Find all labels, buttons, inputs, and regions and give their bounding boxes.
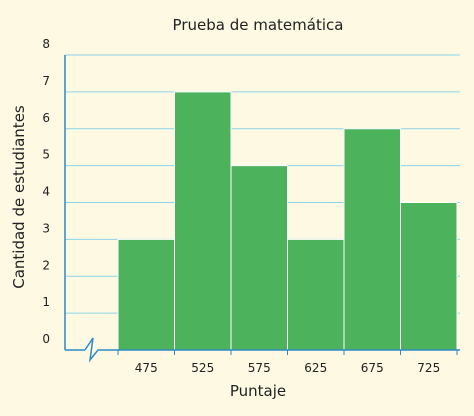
y-tick-label-1: 1 [42, 295, 50, 309]
bar-725 [400, 202, 458, 351]
bar-525 [174, 91, 232, 351]
y-tick-label-6: 6 [42, 111, 50, 125]
y-tick-label-0: 0 [42, 332, 50, 346]
y-tick-labels: 0 1 2 3 4 5 6 7 8 [42, 37, 50, 346]
y-tick-label-4: 4 [42, 185, 50, 199]
bars [117, 91, 458, 351]
chart-title: Prueba de matemática [173, 16, 344, 34]
y-tick-label-8: 8 [42, 37, 50, 51]
axis-break-symbol [84, 337, 99, 363]
y-tick-label-2: 2 [42, 258, 50, 272]
bar-575 [230, 165, 288, 351]
bar-675 [343, 128, 401, 351]
y-tick-label-5: 5 [42, 148, 50, 162]
y-tick-label-7: 7 [42, 74, 50, 88]
x-tick-label-525: 525 [191, 361, 214, 375]
y-tick-label-3: 3 [42, 221, 50, 235]
x-axis-label: Puntaje [230, 382, 286, 400]
x-tick-label-475: 475 [135, 361, 158, 375]
x-tick-label-625: 625 [304, 361, 327, 375]
y-axis-label: Cantidad de estudiantes [10, 105, 28, 289]
bar-475 [117, 238, 175, 351]
bar-625 [287, 238, 345, 351]
x-tick-label-675: 675 [361, 361, 384, 375]
x-tick-labels: 475 525 575 625 675 725 [135, 361, 440, 375]
axes [64, 55, 460, 363]
x-tick-label-725: 725 [417, 361, 440, 375]
x-tick-label-575: 575 [248, 361, 271, 375]
